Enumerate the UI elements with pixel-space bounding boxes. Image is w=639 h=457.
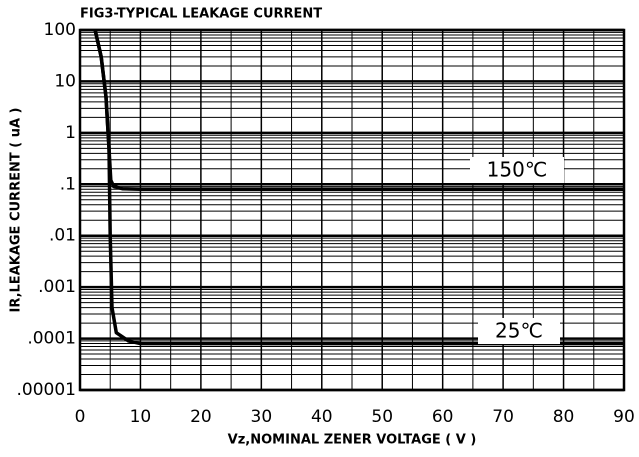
label-box <box>470 157 564 183</box>
y-tick-label: .1 <box>60 174 76 194</box>
y-tick-label: 100 <box>44 20 76 40</box>
series-line <box>93 29 624 346</box>
x-tick-label: 20 <box>190 407 212 427</box>
x-tick-label: 60 <box>432 407 454 427</box>
series-label: 150℃ <box>487 158 548 182</box>
label-box <box>478 318 560 344</box>
y-axis-label: IR,LEAKAGE CURRENT ( uA ) <box>9 108 24 313</box>
x-tick-label: 0 <box>75 407 86 427</box>
chart-title: FIG3-TYPICAL LEAKAGE CURRENT <box>80 7 322 22</box>
x-tick-label: 80 <box>553 407 575 427</box>
x-tick-label: 90 <box>613 407 635 427</box>
y-tick-label: .00001 <box>17 380 76 400</box>
x-axis-label: Vz,NOMINAL ZENER VOLTAGE ( V ) <box>228 433 477 448</box>
x-tick-label: 10 <box>130 407 152 427</box>
x-tick-label: 30 <box>251 407 273 427</box>
y-tick-label: 10 <box>54 71 76 91</box>
y-tick-label: .001 <box>38 277 76 297</box>
series-label: 25℃ <box>495 319 543 343</box>
y-tick-label: .0001 <box>27 329 76 349</box>
y-tick-label: .01 <box>49 226 76 246</box>
plot-frame <box>78 28 626 392</box>
y-tick-label: 1 <box>65 123 76 143</box>
x-tick-label: 50 <box>371 407 393 427</box>
x-tick-label: 70 <box>492 407 514 427</box>
x-tick-label: 40 <box>311 407 333 427</box>
